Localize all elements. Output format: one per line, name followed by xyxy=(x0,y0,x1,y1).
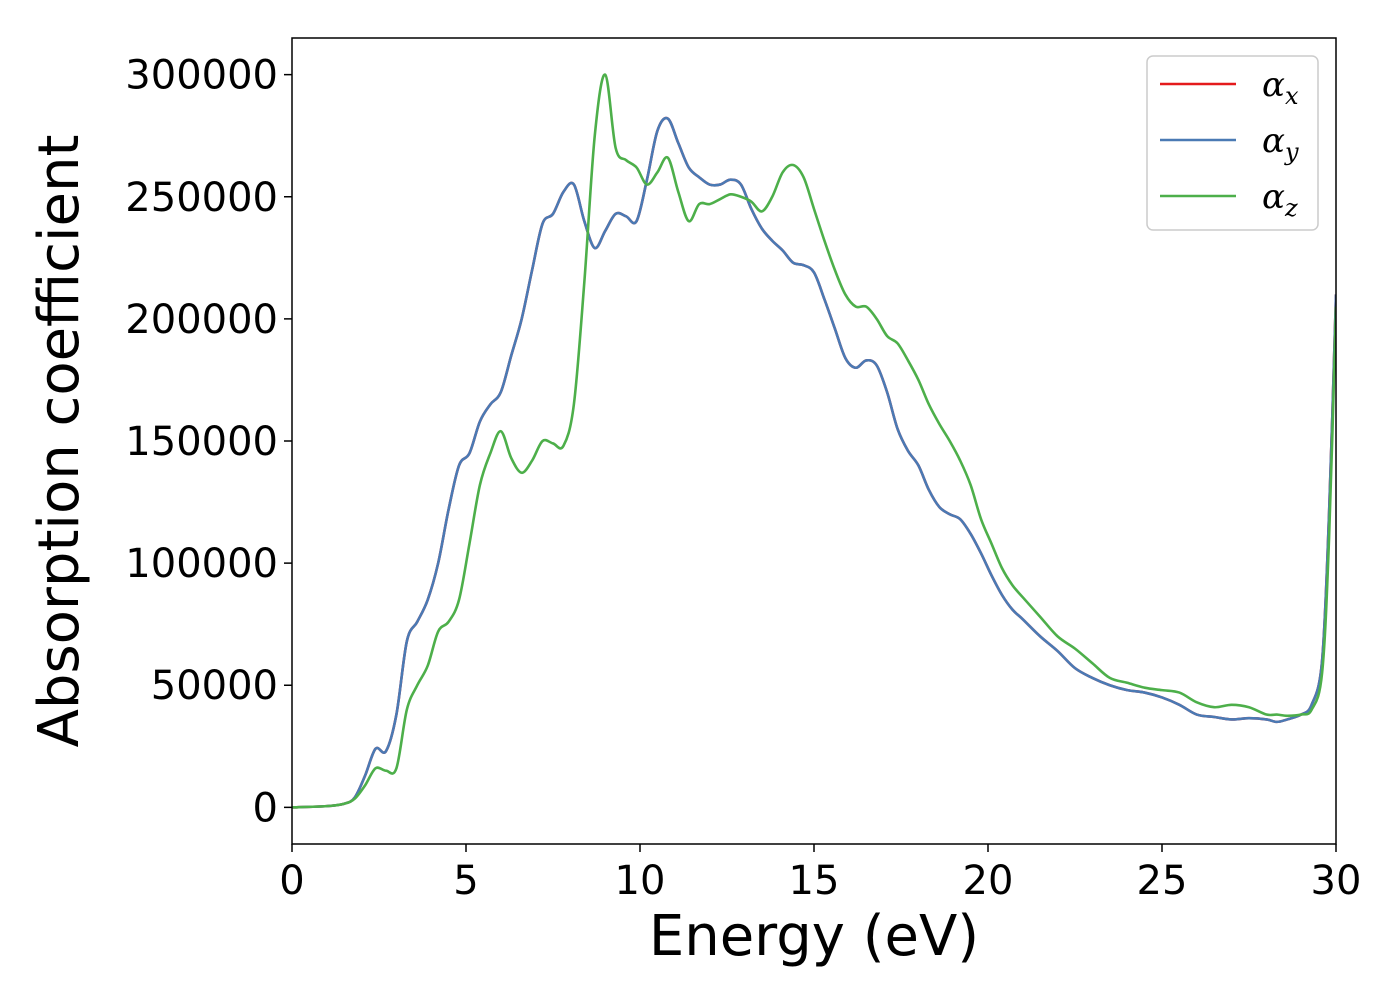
x-axis-title: Energy (eV) xyxy=(649,904,979,969)
y-axis: 0 50000 100000 150000 200000 250000 300000 xyxy=(125,53,292,831)
x-tick-label: 0 xyxy=(279,858,304,904)
y-tick-label: 250000 xyxy=(125,175,278,221)
x-tick-label: 30 xyxy=(1311,858,1362,904)
x-tick-label: 25 xyxy=(1137,858,1188,904)
y-tick-label: 50000 xyxy=(151,663,278,709)
y-tick-label: 0 xyxy=(253,785,278,831)
x-tick-label: 20 xyxy=(963,858,1014,904)
series-line-y xyxy=(292,116,1336,809)
x-tick-label: 10 xyxy=(615,858,666,904)
y-axis-title: Absorption coefficient xyxy=(27,135,92,748)
legend-box xyxy=(1146,55,1319,231)
y-tick-label: 200000 xyxy=(125,297,278,343)
legend-label-z: αz xyxy=(1262,177,1298,222)
legend: αx αy αz xyxy=(1146,55,1319,231)
x-tick-label: 5 xyxy=(453,858,478,904)
x-tick-label: 15 xyxy=(789,858,840,904)
series-layer xyxy=(292,73,1336,809)
legend-label-x: αx xyxy=(1262,65,1299,110)
y-tick-label: 100000 xyxy=(125,541,278,587)
series-line-z xyxy=(292,73,1336,809)
legend-label-y: αy xyxy=(1262,121,1299,166)
x-axis: 0 5 10 15 20 25 30 xyxy=(279,844,1361,904)
y-tick-label: 300000 xyxy=(125,53,278,99)
y-tick-label: 150000 xyxy=(125,419,278,465)
